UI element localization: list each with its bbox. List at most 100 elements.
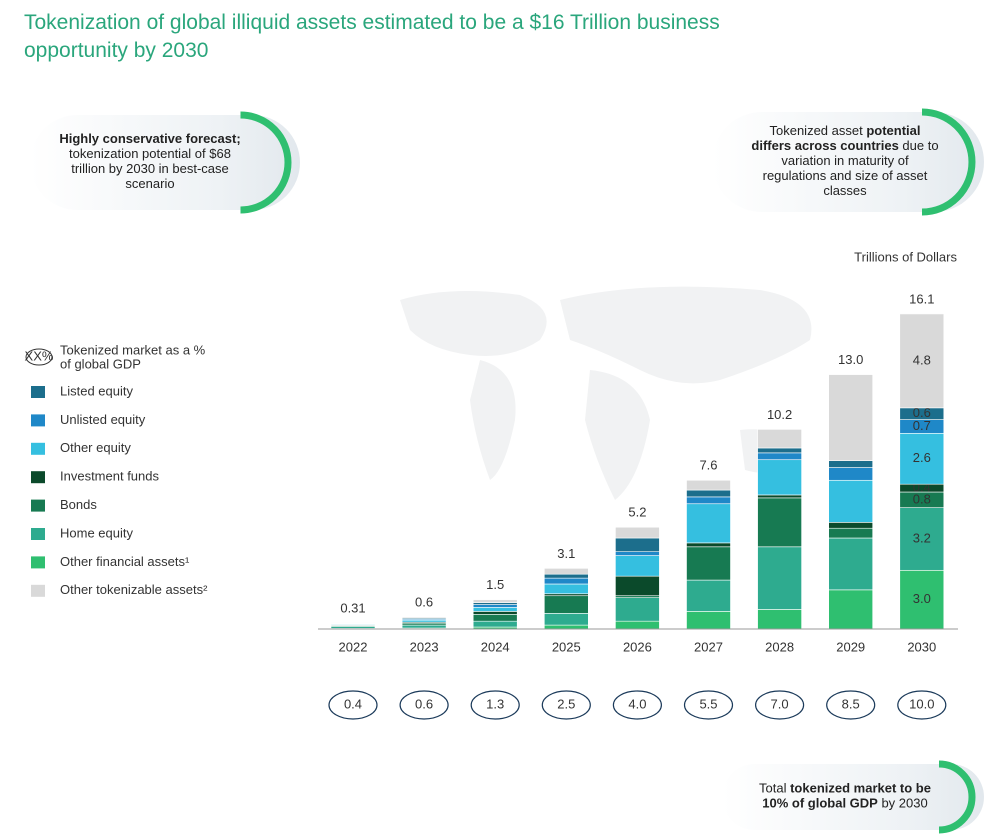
gdp-legend-icon bbox=[25, 348, 53, 366]
total-label: 0.6 bbox=[415, 595, 433, 610]
total-label: 5.2 bbox=[628, 505, 646, 520]
callout-segment: differs across countries bbox=[751, 138, 898, 153]
bar-segment bbox=[686, 579, 731, 612]
bar-segment bbox=[543, 573, 589, 579]
callout-segment: due to bbox=[899, 138, 939, 153]
gdp-badge bbox=[541, 690, 591, 720]
callout-text: variation in maturity of bbox=[781, 153, 909, 168]
legend-label: Investment funds bbox=[60, 469, 159, 484]
total-label: 1.5 bbox=[486, 577, 504, 592]
bar-segment bbox=[757, 494, 802, 499]
bar-segment bbox=[828, 527, 874, 539]
bar-segment bbox=[472, 620, 518, 628]
bar-segment bbox=[828, 374, 874, 461]
bar-segment bbox=[543, 595, 589, 614]
legend-label: Other tokenizable assets² bbox=[60, 582, 208, 597]
callout-segment: classes bbox=[823, 183, 867, 198]
gdp-legend-icon-text: XX% bbox=[25, 348, 54, 363]
gdp-label: 10.0 bbox=[909, 696, 934, 711]
legend-swatch bbox=[31, 442, 45, 455]
bar-segment bbox=[828, 479, 874, 523]
bar-segment bbox=[472, 614, 518, 622]
gdp-badge bbox=[328, 690, 378, 720]
callout-text: 10% of global GDP by 2030 bbox=[762, 796, 927, 811]
bar-segment bbox=[899, 432, 945, 485]
legend-swatch bbox=[31, 528, 45, 540]
callout-segment: Total bbox=[759, 781, 790, 796]
legend-label: Listed equity bbox=[60, 383, 133, 398]
gdp-badge bbox=[612, 690, 663, 720]
legend-label: Other equity bbox=[60, 440, 131, 455]
x-tick-label: 2030 bbox=[907, 639, 936, 654]
bar-segment bbox=[757, 429, 802, 449]
data-label: 0.6 bbox=[913, 405, 931, 420]
bar-segment bbox=[899, 313, 945, 409]
callout-segment: trillion by 2030 in best-case bbox=[71, 161, 229, 176]
legend-swatch bbox=[31, 499, 45, 512]
bar-segment bbox=[615, 537, 660, 552]
gdp-badge bbox=[754, 690, 805, 720]
x-tick-label: 2022 bbox=[339, 639, 368, 654]
x-tick-label: 2024 bbox=[481, 639, 510, 654]
legend-swatch bbox=[31, 556, 45, 569]
bar-segment bbox=[401, 616, 447, 619]
callout-arc bbox=[240, 111, 292, 214]
unit-label: Trillions of Dollars bbox=[854, 249, 957, 264]
callout-segment: scenario bbox=[125, 176, 174, 191]
gdp-label: 7.0 bbox=[771, 696, 789, 711]
callout-segment: Tokenized asset bbox=[769, 123, 866, 138]
bar-segment bbox=[757, 546, 802, 610]
bar-segment bbox=[828, 522, 874, 529]
data-label: 0.7 bbox=[913, 418, 931, 433]
gdp-label: 0.6 bbox=[415, 696, 433, 711]
bar-segment bbox=[828, 537, 874, 591]
gdp-label: 1.3 bbox=[486, 696, 504, 711]
x-tick-label: 2027 bbox=[694, 639, 723, 654]
bar-segment bbox=[615, 597, 660, 622]
legend-label: Unlisted equity bbox=[60, 412, 146, 427]
gdp-label: 2.5 bbox=[557, 696, 575, 711]
x-tick-label: 2026 bbox=[623, 639, 652, 654]
bar-segment bbox=[757, 452, 802, 461]
x-tick-label: 2028 bbox=[765, 639, 794, 654]
callout-segment: tokenized market to be bbox=[790, 781, 931, 796]
bar-segment bbox=[686, 542, 731, 548]
callout-arc bbox=[921, 108, 976, 216]
bar-segment bbox=[899, 507, 945, 571]
bar-segment bbox=[686, 546, 731, 581]
legend-label: Home equity bbox=[60, 525, 133, 540]
gdp-badge bbox=[897, 690, 947, 720]
bar-segment bbox=[757, 497, 802, 548]
bar-segment bbox=[757, 459, 802, 496]
bar-segment bbox=[615, 526, 660, 539]
callout-box bbox=[30, 115, 300, 210]
callout-arc bbox=[938, 760, 976, 834]
data-label: 3.2 bbox=[913, 530, 931, 545]
gdp-badge bbox=[470, 690, 520, 720]
x-tick-label: 2025 bbox=[552, 639, 581, 654]
total-label: 13.0 bbox=[838, 352, 863, 367]
gdp-label: 4.0 bbox=[628, 696, 646, 711]
callout-text: scenario bbox=[125, 176, 174, 191]
x-tick-label: 2023 bbox=[410, 639, 439, 654]
bar-segment bbox=[472, 604, 518, 608]
callout-segment: regulations and size of asset bbox=[763, 168, 928, 183]
legend-swatch bbox=[31, 584, 45, 597]
callout-segment: variation in maturity of bbox=[781, 153, 909, 168]
bar-segment bbox=[828, 467, 874, 481]
world-map bbox=[400, 286, 812, 500]
legend-swatch bbox=[31, 414, 45, 427]
bar-segment bbox=[757, 609, 802, 630]
bar-segment bbox=[472, 599, 518, 603]
total-label: 16.1 bbox=[909, 291, 934, 306]
bar-segment bbox=[686, 503, 731, 544]
legend-swatch bbox=[31, 471, 45, 484]
callout-text: regulations and size of asset bbox=[763, 168, 928, 183]
bar-segment bbox=[757, 447, 802, 454]
callout-segment: by 2030 bbox=[878, 796, 928, 811]
callout-text: trillion by 2030 in best-case bbox=[71, 161, 229, 176]
gdp-badge bbox=[826, 690, 876, 720]
bar-segment bbox=[472, 607, 518, 612]
legend-label: Other financial assets¹ bbox=[60, 554, 190, 569]
